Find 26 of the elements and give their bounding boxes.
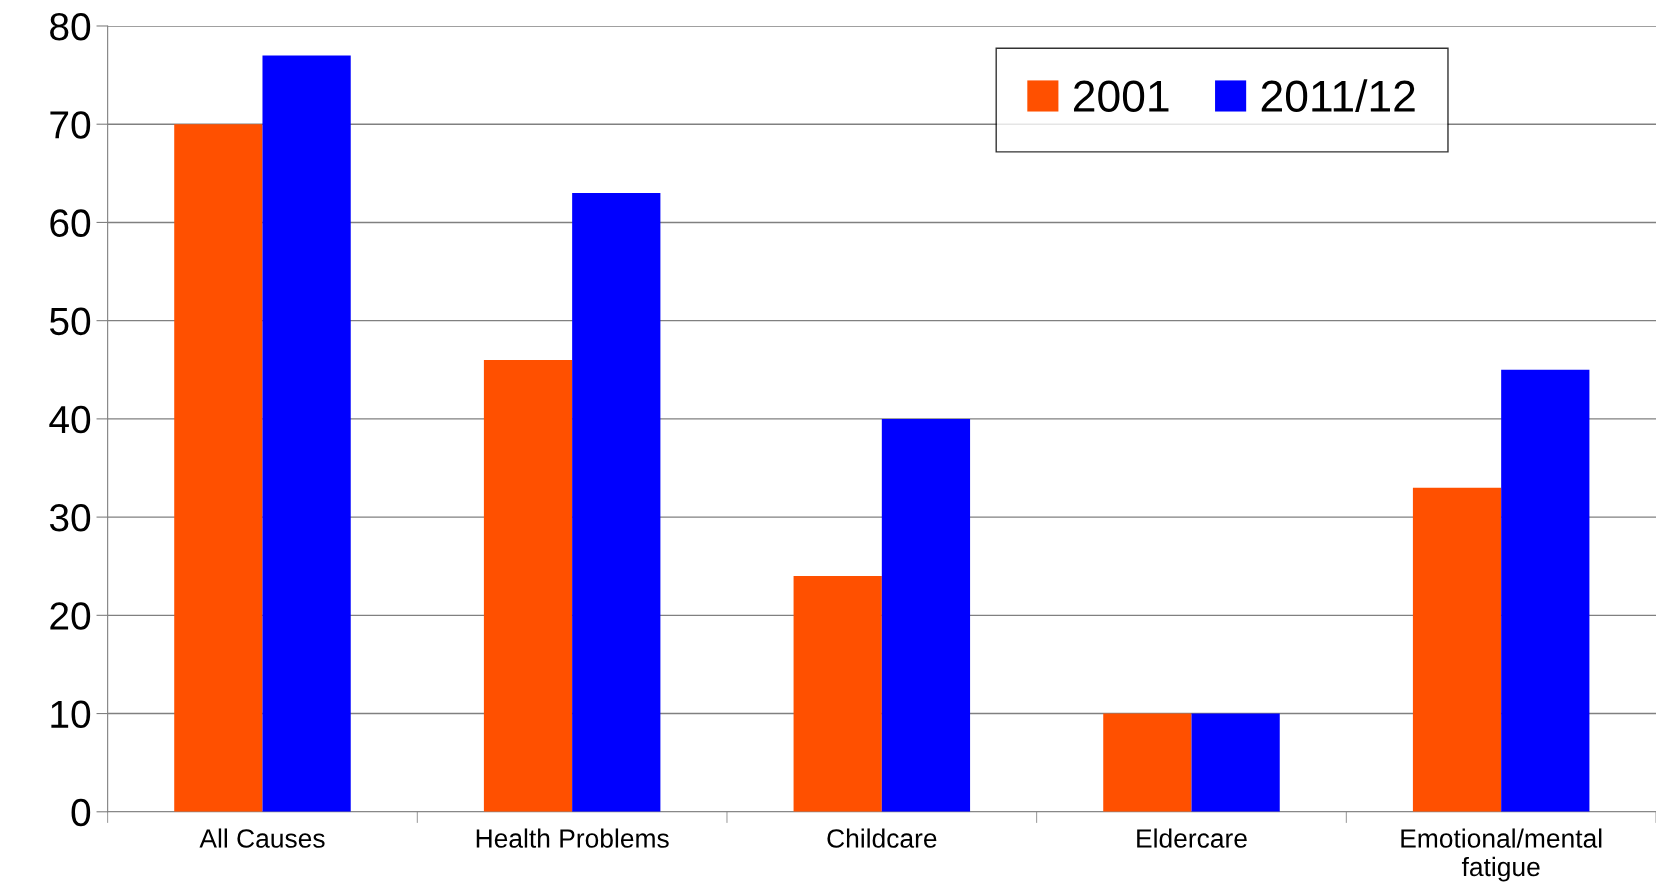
y-tick-label: 10 xyxy=(51,700,91,729)
legend-label: 2001 xyxy=(1073,80,1169,112)
y-tick-label: 50 xyxy=(49,307,91,336)
y-tick-label: 80 xyxy=(50,12,91,41)
x-tick-label: Eldercare xyxy=(1137,828,1247,848)
y-tick-label: 60 xyxy=(50,209,91,237)
bar xyxy=(881,418,971,812)
bar xyxy=(793,576,882,812)
x-tick-label: Health Problems xyxy=(476,828,669,848)
bar xyxy=(1191,713,1280,812)
bar xyxy=(1501,369,1590,812)
y-tick-label: 70 xyxy=(50,111,91,139)
legend-label: 2011/12 xyxy=(1261,79,1415,112)
y-tick-label: 30 xyxy=(49,504,91,532)
bar xyxy=(174,124,263,812)
bar xyxy=(262,55,351,812)
y-tick-label: 20 xyxy=(50,602,91,630)
bar xyxy=(1103,713,1192,812)
bar xyxy=(483,359,573,812)
y-tick-label: 40 xyxy=(49,405,91,434)
bar xyxy=(1412,487,1502,812)
x-tick-label: Childcare xyxy=(827,828,937,848)
bar xyxy=(572,192,661,812)
x-tick-label: All Causes xyxy=(199,828,325,848)
y-tick-label: 0 xyxy=(71,798,91,827)
x-tick-label: Emotional/mental fatigue xyxy=(1401,828,1602,882)
